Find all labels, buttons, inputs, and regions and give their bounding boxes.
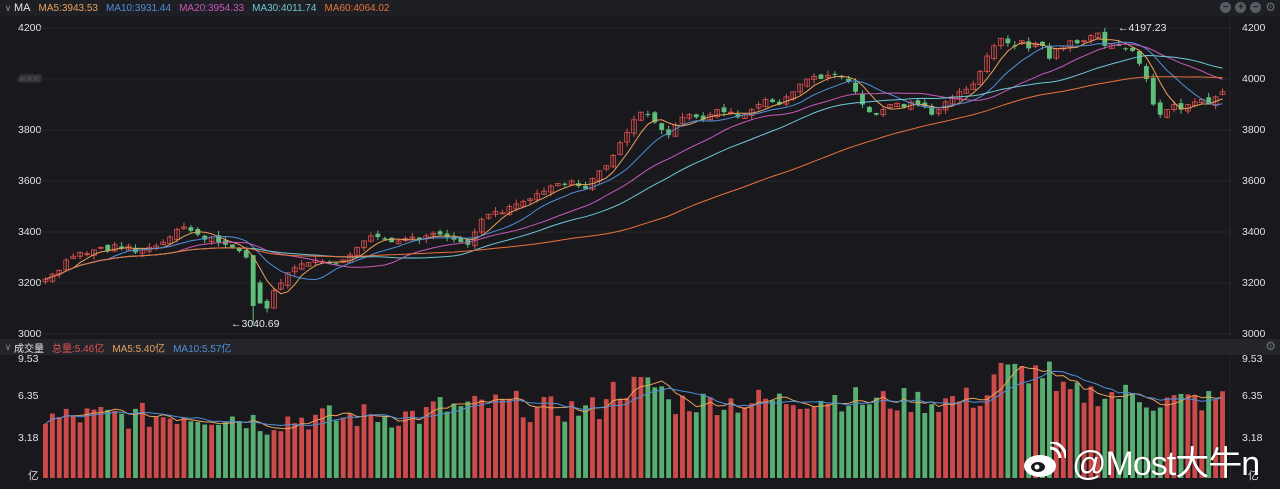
volume-total-legend: 总量:5.46亿 xyxy=(52,343,105,355)
volume-tools: ⚙ xyxy=(1265,339,1276,353)
collapse-chevron-icon[interactable]: ∨ xyxy=(4,2,12,13)
price-panel-title: MA xyxy=(14,2,31,14)
zoom-in-icon[interactable]: + xyxy=(1235,2,1247,13)
y-tick: 3600 xyxy=(1242,175,1266,187)
y-tick: 3000 xyxy=(18,328,42,340)
gear-icon[interactable]: ⚙ xyxy=(1265,0,1276,14)
volume-ma10-legend: MA10:5.57亿 xyxy=(173,343,232,355)
zoom-out-icon[interactable]: − xyxy=(1220,2,1232,13)
y-tick: 3200 xyxy=(1242,277,1266,289)
watermark-text: @Most大牛n xyxy=(1072,445,1260,483)
collapse-chevron-icon[interactable]: ∨ xyxy=(4,341,12,352)
vol-tick: 6.35 xyxy=(18,390,39,402)
vol-tick: 6.35 xyxy=(1242,390,1263,402)
chart-tools: − + − ⚙ xyxy=(1220,0,1276,14)
price-legend-bar: ∨ MA MA5:3943.53 MA10:3931.44 MA20:3954.… xyxy=(0,0,1280,16)
high-annotation: ←4197.23 xyxy=(1118,22,1167,34)
y-tick: 4200 xyxy=(18,22,42,34)
y-tick: 3400 xyxy=(18,226,42,238)
y-tick: 3800 xyxy=(18,124,42,136)
y-tick: 3800 xyxy=(1242,124,1266,136)
vol-tick: 3.18 xyxy=(18,432,39,444)
y-tick: 3600 xyxy=(18,175,42,187)
vol-tick: 9.53 xyxy=(1242,353,1263,365)
y-tick: 4000 xyxy=(18,73,42,85)
y-tick: 4000 xyxy=(1242,73,1266,85)
y-tick: 3400 xyxy=(1242,226,1266,238)
y-tick: 3000 xyxy=(1242,328,1266,340)
ma60-legend: MA60:4064.02 xyxy=(324,2,390,14)
watermark: @Most大牛n xyxy=(1022,436,1260,485)
volume-legend-bar: ∨ 成交量 总量:5.46亿 MA5:5.40亿 MA10:5.57亿 ⚙ xyxy=(0,339,1280,355)
volume-ma5-legend: MA5:5.40亿 xyxy=(112,343,166,355)
y-tick: 4200 xyxy=(1242,22,1266,34)
vol-tick: 9.53 xyxy=(18,353,39,365)
gear-icon[interactable]: ⚙ xyxy=(1265,339,1276,353)
ma5-legend: MA5:3943.53 xyxy=(38,2,99,14)
minus-icon[interactable]: − xyxy=(1250,2,1262,13)
vol-tick: 3.18 xyxy=(1242,432,1263,444)
volume-panel-title: 成交量 xyxy=(14,343,44,355)
ma30-legend: MA30:4011.74 xyxy=(252,2,317,14)
weibo-logo-icon xyxy=(1022,440,1068,480)
vol-unit: 亿 xyxy=(1248,470,1259,482)
low-annotation: ←3040.69 xyxy=(231,318,280,330)
ma10-legend: MA10:3931.44 xyxy=(106,2,172,14)
y-tick: 3200 xyxy=(18,277,42,289)
vol-unit: 亿 xyxy=(28,470,39,482)
ma20-legend: MA20:3954.33 xyxy=(179,2,245,14)
